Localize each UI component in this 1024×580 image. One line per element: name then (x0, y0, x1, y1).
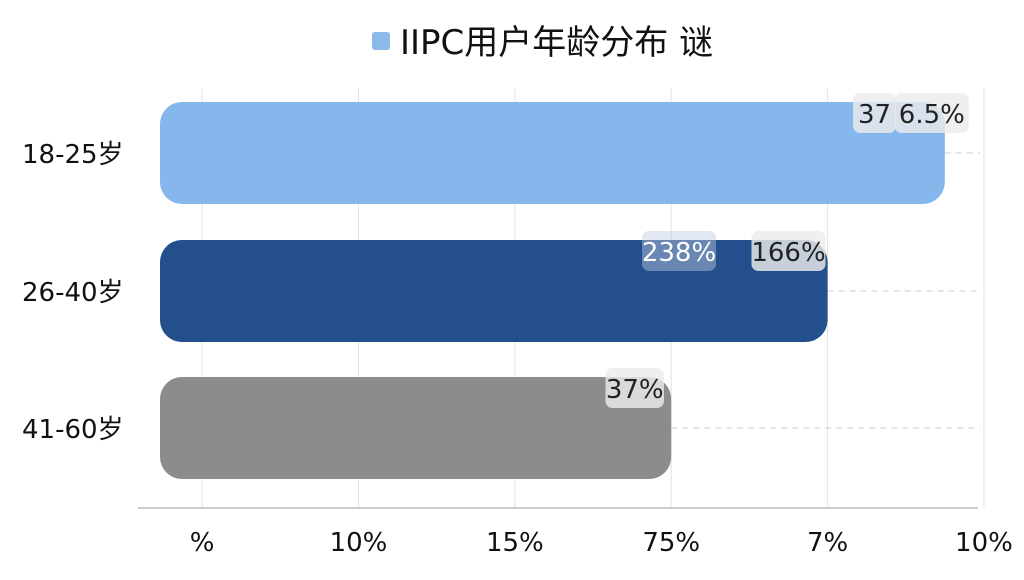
bar-1 (160, 240, 828, 342)
x-tick-label-1: 10% (330, 528, 388, 558)
data-label-text-2-0: 37% (606, 375, 664, 405)
legend-swatch-0 (372, 32, 390, 50)
data-labels: 37 6.5% 238% 166% 37% (605, 93, 969, 408)
bar-0 (160, 102, 945, 204)
x-tick-label-2: 15% (486, 528, 544, 558)
data-label-bg-1-1 (751, 231, 826, 271)
data-label-text-0-1: 6.5% (899, 100, 965, 130)
x-tick-label-0: % (190, 528, 215, 558)
data-label-text-1-0: 238% (642, 238, 716, 268)
data-label-bg-1-0 (642, 231, 717, 271)
data-label-0-0: 37 (852, 93, 896, 133)
data-label-text-1-1: 166% (751, 238, 825, 268)
data-label-1-0: 238% (642, 231, 716, 271)
axes: 18-25岁 26-40岁 41-60岁% 10% 15% 75% 7% 10% (22, 140, 1013, 558)
data-label-bg-0-1 (894, 93, 969, 133)
data-label-text-0-0: 37 (858, 100, 891, 130)
data-label-0-1: 6.5% (894, 93, 969, 133)
x-tick-label-5: 10% (955, 528, 1013, 558)
category-label-2: 41-60岁 (22, 415, 124, 445)
data-label-1-1: 166% (751, 231, 826, 271)
bar-2 (160, 377, 672, 479)
x-tick-label-4: 7% (807, 528, 848, 558)
bars (160, 102, 945, 479)
category-label-0: 18-25岁 (22, 140, 124, 170)
data-label-bg-2-0 (605, 368, 664, 408)
x-tick-label-3: 75% (642, 528, 700, 558)
legend: IIPC用户年龄分布 谜 (372, 23, 713, 63)
data-label-bg-0-0 (852, 93, 896, 133)
data-label-2-0: 37% (605, 368, 664, 408)
legend-label-0: IIPC用户年龄分布 谜 (400, 23, 713, 63)
category-label-1: 26-40岁 (22, 278, 124, 308)
